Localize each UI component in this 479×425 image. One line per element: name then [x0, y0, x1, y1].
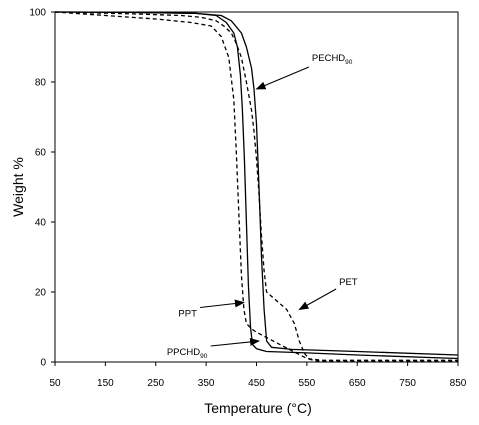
x-tick-label: 750: [399, 378, 416, 389]
x-tick-label: 150: [97, 378, 114, 389]
annotation-label: PECHD90: [312, 53, 353, 66]
x-tick-label: 850: [450, 378, 467, 389]
plot-frame: [54, 11, 459, 363]
x-tick-label: 450: [248, 378, 265, 389]
y-tick-label: 0: [40, 358, 46, 369]
annotation-arrow: [210, 337, 261, 347]
x-tick-label: 350: [198, 378, 215, 389]
annotation-label: PPCHD90: [167, 347, 208, 360]
series-layer: [54, 11, 459, 362]
annotation-arrow: [255, 66, 310, 90]
annotation-arrow: [298, 288, 337, 310]
annotation-arrow: [200, 299, 245, 309]
annotation-layer: PECHD90 PET PPT PPCHD90: [167, 53, 358, 360]
series-line-ppt: [54, 11, 458, 361]
annotation-label: PET: [339, 277, 358, 288]
x-axis-title: Temperature (°C): [204, 400, 312, 416]
x-tick-label: 550: [299, 378, 316, 389]
y-axis-title: Weight %: [10, 157, 26, 217]
x-tick-label: 250: [147, 378, 164, 389]
series-line-pet: [54, 11, 458, 362]
series-line-pechd90: [54, 11, 459, 356]
y-tick-label: 20: [35, 288, 47, 299]
x-tick-label: 650: [349, 378, 366, 389]
x-tick-label: 50: [49, 378, 61, 389]
axes: 50 150 250 350 450 550 650 750 850 0 20 40 60 80 100: [29, 8, 466, 390]
series-line-ppchd90: [54, 11, 459, 360]
annotation-label: PPT: [178, 309, 197, 320]
y-tick-label: 40: [35, 218, 47, 229]
y-tick-label: 100: [29, 8, 46, 19]
y-tick-label: 60: [35, 148, 47, 159]
y-tick-label: 80: [35, 78, 47, 89]
